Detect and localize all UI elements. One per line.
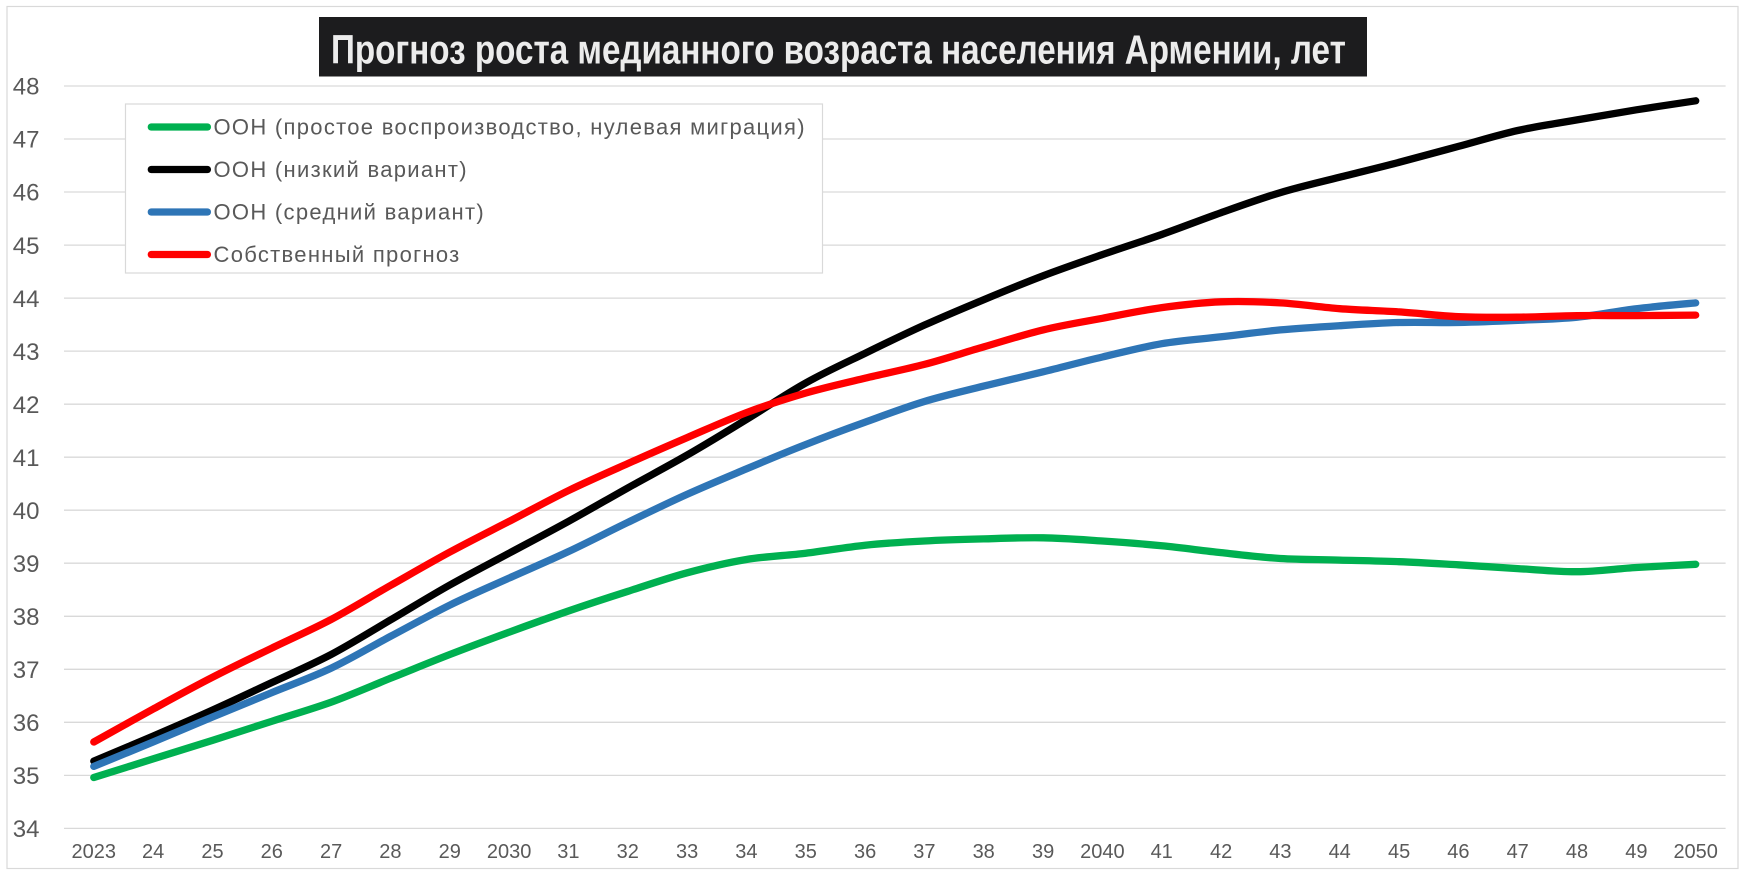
svg-text:43: 43	[1269, 841, 1291, 863]
svg-text:31: 31	[557, 841, 579, 863]
svg-text:38: 38	[13, 604, 40, 631]
svg-text:2050: 2050	[1673, 841, 1718, 863]
svg-text:45: 45	[1388, 841, 1410, 863]
svg-text:42: 42	[1210, 841, 1232, 863]
svg-text:35: 35	[13, 763, 40, 790]
svg-text:2023: 2023	[72, 841, 117, 863]
svg-text:37: 37	[913, 841, 935, 863]
svg-text:41: 41	[13, 445, 40, 472]
svg-text:ООН (средний вариант): ООН (средний вариант)	[214, 200, 486, 225]
svg-text:43: 43	[13, 339, 40, 366]
svg-text:44: 44	[13, 286, 40, 313]
svg-text:Прогноз роста медианного возра: Прогноз роста медианного возраста населе…	[331, 26, 1346, 72]
svg-text:49: 49	[1625, 841, 1647, 863]
svg-text:Собственный прогноз: Собственный прогноз	[214, 242, 461, 267]
svg-text:34: 34	[13, 816, 40, 843]
svg-text:29: 29	[439, 841, 461, 863]
svg-text:2040: 2040	[1080, 841, 1125, 863]
svg-text:41: 41	[1151, 841, 1173, 863]
svg-text:26: 26	[261, 841, 283, 863]
svg-text:25: 25	[201, 841, 223, 863]
svg-text:2030: 2030	[487, 841, 532, 863]
svg-text:ООН (низкий вариант): ООН (низкий вариант)	[214, 157, 468, 182]
svg-text:39: 39	[13, 551, 40, 578]
svg-text:36: 36	[13, 710, 40, 737]
svg-text:33: 33	[676, 841, 698, 863]
svg-text:40: 40	[13, 498, 40, 525]
svg-text:34: 34	[735, 841, 757, 863]
svg-text:38: 38	[973, 841, 995, 863]
svg-text:ООН (простое воспроизводство,: ООН (простое воспроизводство, нулевая ми…	[214, 115, 806, 140]
svg-text:28: 28	[379, 841, 401, 863]
svg-text:46: 46	[1447, 841, 1469, 863]
svg-text:47: 47	[1507, 841, 1529, 863]
svg-text:42: 42	[13, 392, 40, 419]
svg-text:48: 48	[1566, 841, 1588, 863]
svg-text:36: 36	[854, 841, 876, 863]
svg-text:48: 48	[13, 74, 40, 101]
svg-text:44: 44	[1329, 841, 1351, 863]
svg-text:24: 24	[142, 841, 164, 863]
svg-text:35: 35	[795, 841, 817, 863]
svg-text:46: 46	[13, 180, 40, 207]
svg-text:27: 27	[320, 841, 342, 863]
svg-text:37: 37	[13, 657, 40, 684]
svg-text:39: 39	[1032, 841, 1054, 863]
svg-text:47: 47	[13, 127, 40, 154]
svg-text:32: 32	[617, 841, 639, 863]
svg-text:45: 45	[13, 233, 40, 260]
